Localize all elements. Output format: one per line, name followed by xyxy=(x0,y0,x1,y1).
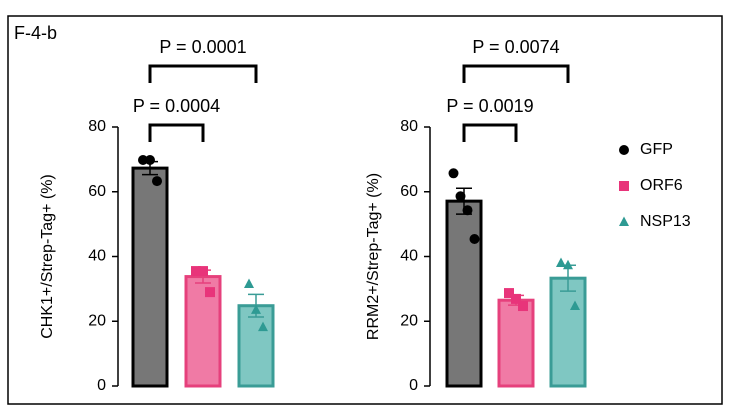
bar xyxy=(131,166,169,388)
y-axis-label: CHK1+/Strep-Tag+ (%) xyxy=(39,174,56,339)
point xyxy=(619,216,629,226)
point xyxy=(198,266,208,277)
point xyxy=(462,205,473,216)
point xyxy=(205,287,215,298)
point xyxy=(469,234,480,245)
p-value: P = 0.0074 xyxy=(472,37,559,57)
point xyxy=(563,259,573,270)
point xyxy=(145,155,155,166)
panel-label: F-4-b xyxy=(14,23,57,43)
y-tick-label: 0 xyxy=(409,377,418,394)
bar xyxy=(237,304,275,388)
point xyxy=(258,321,268,332)
p-value: P = 0.0001 xyxy=(159,37,246,57)
significance-bracket xyxy=(148,64,258,83)
legend-label: GFP xyxy=(640,141,673,158)
y-tick-label: 20 xyxy=(400,312,418,329)
point xyxy=(138,155,148,166)
point xyxy=(619,181,629,191)
y-tick-label: 80 xyxy=(400,118,418,135)
p-value: P = 0.0004 xyxy=(133,96,220,116)
point xyxy=(504,288,514,299)
y-tick-label: 80 xyxy=(88,118,106,135)
point xyxy=(570,300,580,311)
point xyxy=(518,301,528,312)
point xyxy=(455,191,466,202)
point xyxy=(244,278,254,289)
y-axis-label: RRM2+/Strep-Tag+ (%) xyxy=(365,173,382,340)
significance-bracket xyxy=(462,123,518,142)
bar xyxy=(184,275,222,388)
y-tick-label: 60 xyxy=(88,183,106,200)
point xyxy=(191,266,201,277)
significance-bracket xyxy=(462,64,570,83)
point xyxy=(152,176,162,187)
legend-label: ORF6 xyxy=(640,177,683,194)
point xyxy=(619,145,629,155)
frame xyxy=(7,15,723,405)
point xyxy=(511,293,521,304)
legend-label: NSP13 xyxy=(640,213,691,230)
bar xyxy=(497,298,535,388)
point xyxy=(556,257,566,267)
y-tick-label: 60 xyxy=(400,183,418,200)
point xyxy=(251,304,261,314)
point xyxy=(448,168,459,179)
y-tick-label: 0 xyxy=(97,377,106,394)
p-value: P = 0.0019 xyxy=(446,96,533,116)
y-tick-label: 40 xyxy=(400,248,418,265)
y-tick-label: 20 xyxy=(88,312,106,329)
significance-bracket xyxy=(148,123,205,142)
bar xyxy=(445,199,483,388)
y-tick-label: 40 xyxy=(88,248,106,265)
bar xyxy=(549,276,587,388)
